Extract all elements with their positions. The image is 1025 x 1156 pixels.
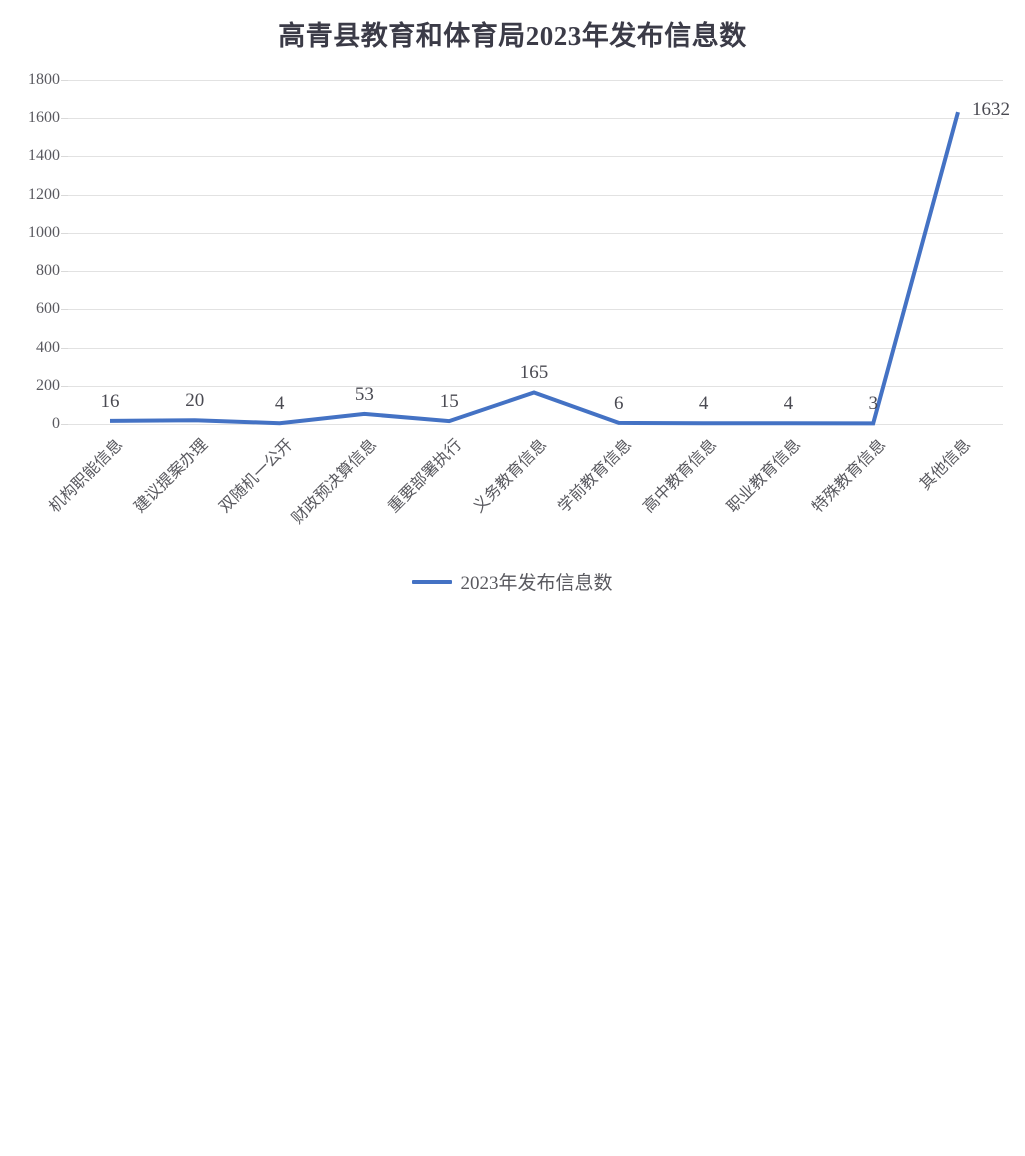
x-axis-category-text: 义务教育信息 [470,436,551,517]
y-axis: 0 200 400 600 800 1000 1200 1400 1600 1800 [0,72,60,432]
x-axis-category-label: 双随机一公开 [0,432,297,1156]
y-axis-tick-label: 0 [52,415,60,432]
y-axis-tick-label: 1800 [28,71,60,88]
data-label: 4 [698,393,709,415]
x-axis-category-text: 重要部署执行 [385,436,466,517]
gridline [68,309,1003,311]
data-label: 20 [185,390,205,412]
data-label: 4 [783,393,794,415]
y-axis-tick [61,271,68,273]
x-axis-category-text: 高中教育信息 [639,436,720,517]
data-label: 1632 [972,99,1010,121]
y-axis-tick [61,309,68,311]
legend-line-swatch [412,579,453,584]
data-label: 3 [868,393,878,415]
y-axis-tick [61,156,68,158]
gridline [68,194,1003,196]
chart-container: 高青县教育和体育局2023年发布信息数 0 200 400 600 800 1000 120… [0,21,1025,595]
gridline [68,347,1003,349]
gridline [68,232,1003,234]
data-label: 53 [354,383,374,405]
x-axis: 机构职能信息 建议提案办理 双随机一公开 财政预决算信息 重要部署执行 义务教育信息 学前教… [0,428,1025,558]
data-label: 15 [439,391,459,413]
x-axis-category-text: 特殊教育信息 [809,436,890,517]
y-axis-tick-label: 1000 [28,223,60,241]
gridline [68,156,1003,158]
y-axis-tick [61,232,68,234]
y-axis-tick-label: 1400 [28,147,60,165]
y-axis-tick [61,424,68,425]
y-axis-tick-label: 600 [36,300,60,318]
legend-label: 2023年发布信息数 [460,573,613,594]
gridline [68,424,1003,425]
y-axis-tick [61,385,68,387]
y-axis-tick-label: 200 [36,376,60,394]
x-axis-category-text: 双随机一公开 [215,436,296,517]
x-axis-category-text: 职业教育信息 [724,436,805,517]
y-axis-tick [61,194,68,196]
data-label: 6 [614,392,624,414]
data-label: 165 [519,362,549,384]
x-axis-category-label: 重要部署执行 [0,432,466,1156]
y-axis-tick [61,118,68,120]
x-axis-category-text: 学前教育信息 [555,436,636,517]
gridline [68,271,1003,273]
data-label: 4 [274,393,285,415]
gridline [68,80,1003,81]
gridline [68,118,1003,120]
y-axis-tick-label: 800 [36,262,60,280]
chart-title: 高青县教育和体育局2023年发布信息数 [278,21,747,51]
y-axis-tick [61,347,68,349]
x-axis-category-text: 机构职能信息 [46,436,127,517]
x-axis-category-text: 建议提案办理 [131,436,212,517]
y-axis-tick-label: 1200 [28,185,60,203]
x-axis-category-text: 其他信息 [916,436,975,494]
chart-legend: 2023年发布信息数 [0,568,1025,595]
y-axis-tick [61,80,68,81]
data-label: 16 [100,390,120,412]
gridline [68,385,1003,387]
y-axis-tick-label: 400 [36,338,60,356]
y-axis-tick-label: 1600 [28,109,60,127]
